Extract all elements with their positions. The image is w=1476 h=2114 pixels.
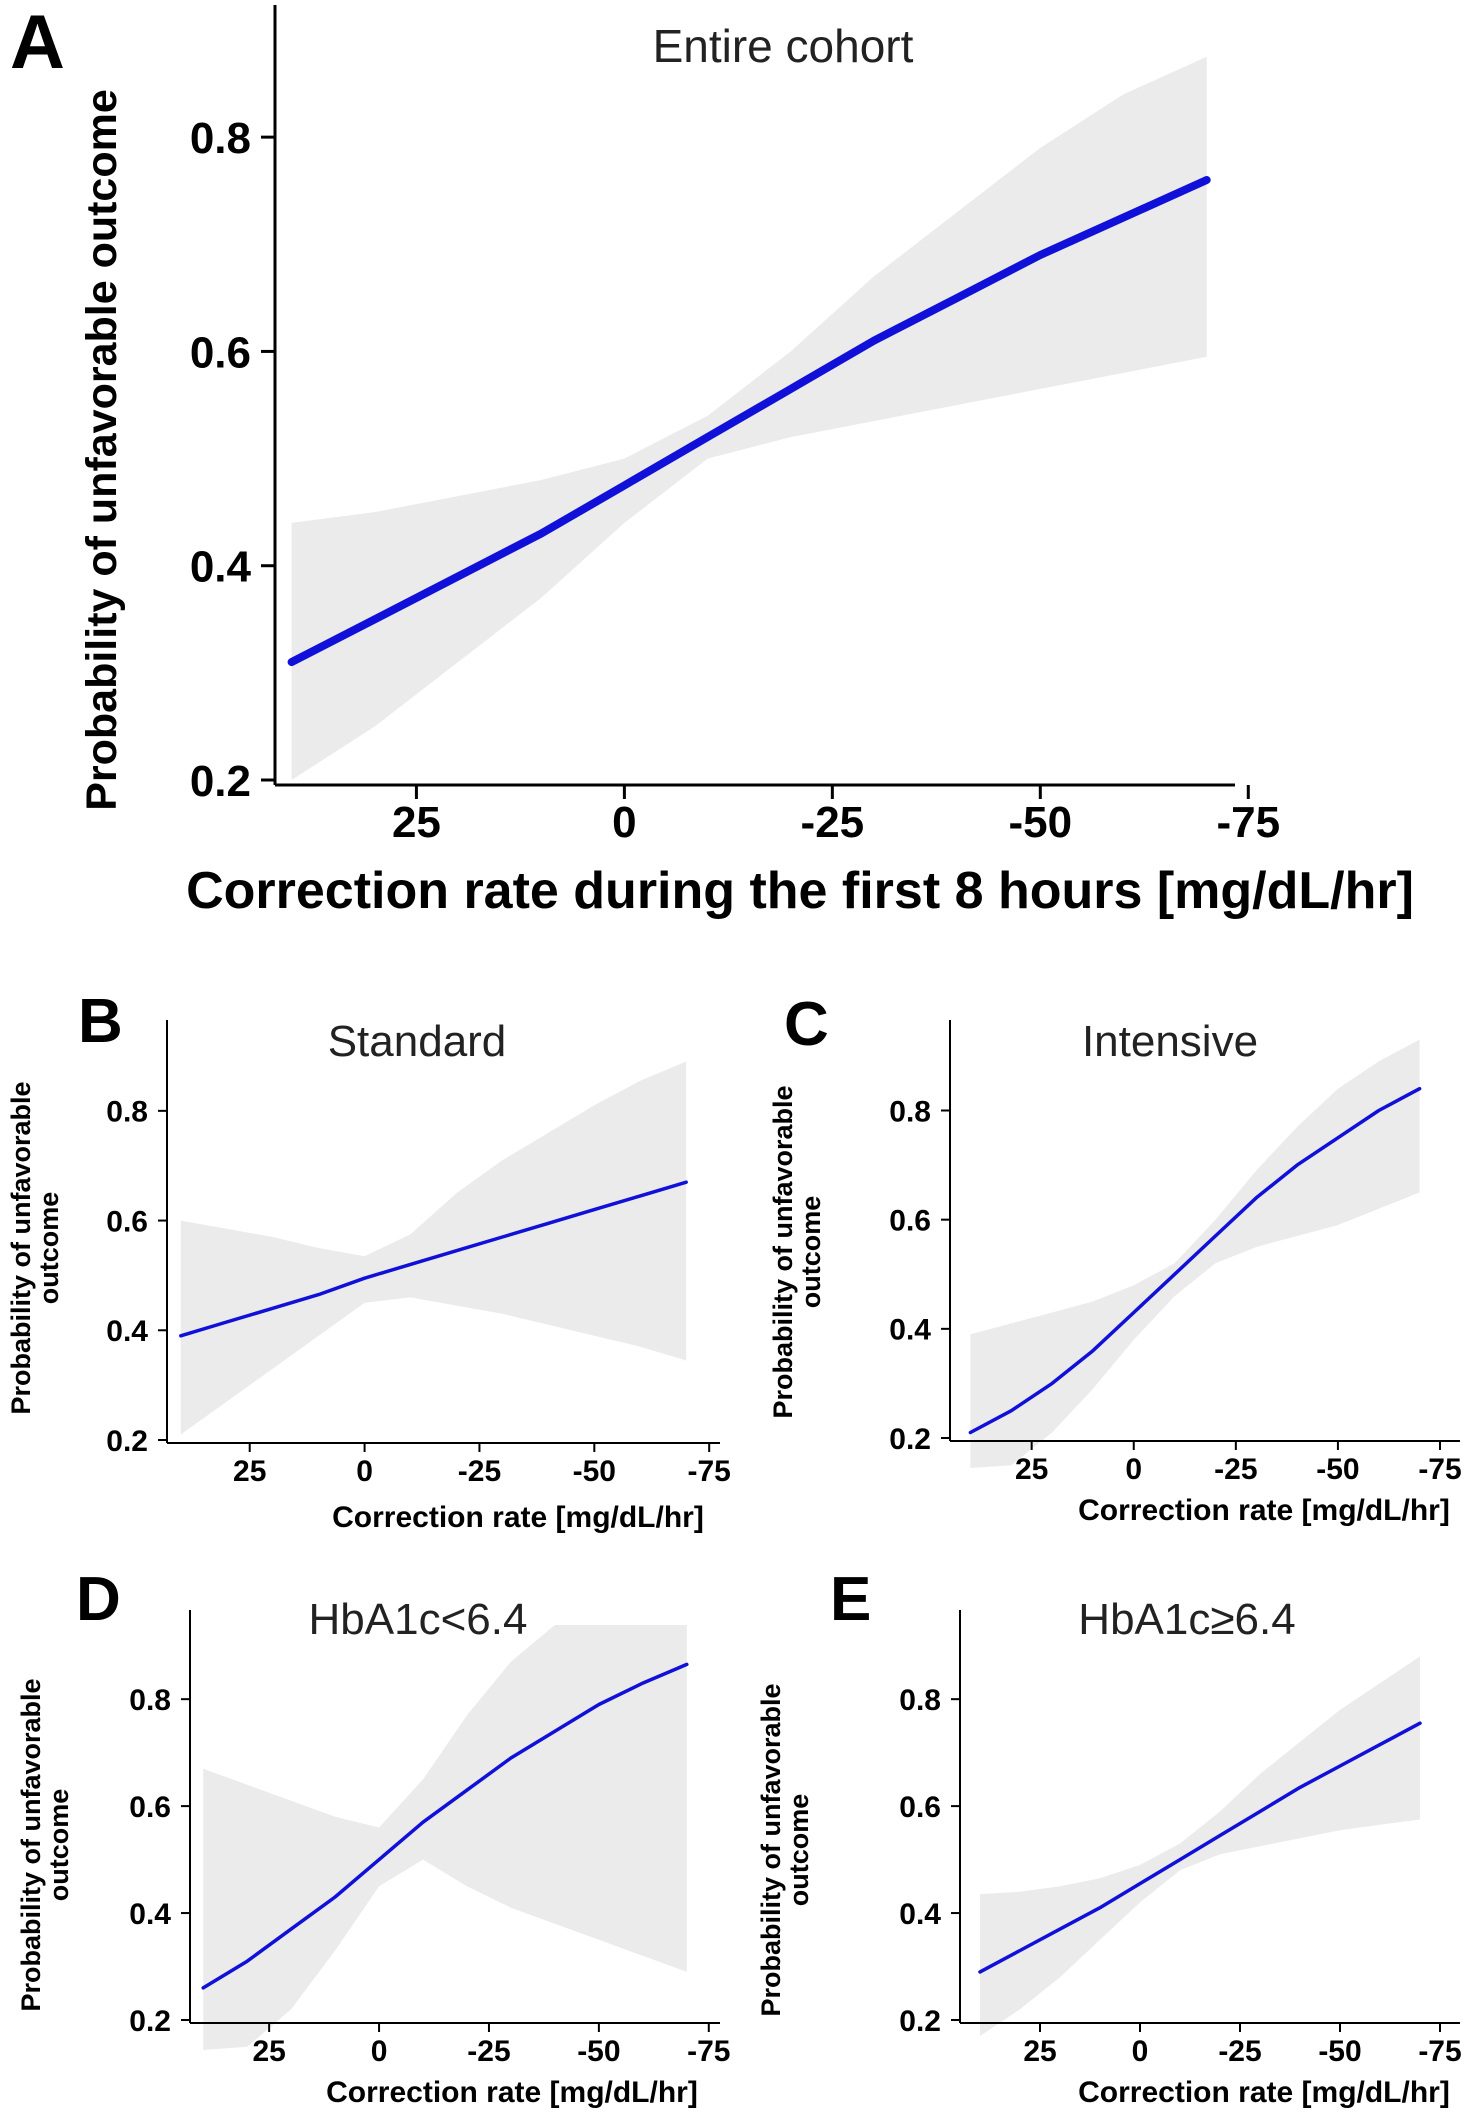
panel-d-y-tick-label: 0.8 [129, 1684, 171, 1717]
panel-b-x-tick-label: -25 [458, 1455, 501, 1488]
panel-b-fit-line [179, 1180, 688, 1338]
panel-e-x-tick-label: -50 [1318, 2035, 1361, 2068]
panel-e-fit-line [978, 1721, 1422, 1974]
panel-e-title: HbA1c≥6.4 [1078, 1595, 1295, 1644]
panel-a-x-tick-label: 25 [392, 798, 441, 847]
panel-d-x-tick-label: -25 [467, 2035, 510, 2068]
panel-c-y-tick-label: 0.8 [889, 1095, 931, 1128]
panel-b-x-tick-label: 25 [233, 1455, 266, 1488]
panel-c-x-tick-label: -25 [1214, 1453, 1257, 1486]
panel-c-y-axis-label-line-2: outcome [796, 1196, 826, 1309]
panel-c-x-tick-label: -50 [1316, 1453, 1359, 1486]
panel-d-plot: 0.2 0.4 0.6 0.8 25 0 -25 -50 -75 [129, 1610, 730, 2068]
panel-a-y-tick-label: 0.2 [190, 757, 251, 806]
panel-e-y-axis-label-line-2: outcome [784, 1794, 814, 1907]
panel-e: E HbA1c≥6.4 Probability of unfavorable o… [756, 1565, 1462, 2109]
panel-e-y-tick-label: 0.8 [899, 1684, 941, 1717]
panel-c-y-tick-label: 0.4 [889, 1314, 931, 1347]
panel-c-y-tick-label: 0.6 [889, 1204, 931, 1237]
panel-c-y-axis-label-line-1: Probability of unfavorable [768, 1085, 798, 1418]
panel-b-x-tick-label: -75 [688, 1455, 731, 1488]
panel-d-y-tick-label: 0.6 [129, 1791, 171, 1824]
panel-letter-b: B [78, 987, 123, 1056]
panel-a-y-tick-label: 0.6 [190, 328, 251, 377]
panel-c-x-tick-label: 0 [1125, 1453, 1142, 1486]
panel-e-x-tick-label: -25 [1218, 2035, 1261, 2068]
panel-d-y-axis-label: Probability of unfavorable outcome [16, 1678, 74, 2011]
panel-d-x-tick-label: 0 [371, 2035, 388, 2068]
panel-a-x-tick-label: 0 [612, 798, 636, 847]
panel-d: D HbA1c<6.4 Probability of unfavorable o… [16, 1565, 730, 2109]
panel-d-y-axis-label-line-1: Probability of unfavorable [16, 1678, 46, 2011]
panel-a-confidence-band [291, 56, 1207, 781]
panel-c-x-axis-label: Correction rate [mg/dL/hr] [1078, 1494, 1450, 1527]
panel-letter-c: C [784, 990, 829, 1059]
panel-letter-d: D [76, 1565, 121, 1634]
panel-c-title: Intensive [1082, 1017, 1258, 1066]
panel-a-title: Entire cohort [653, 20, 914, 72]
panel-e-y-tick-label: 0.4 [899, 1898, 941, 1931]
panel-a-x-tick-label: -75 [1216, 798, 1280, 847]
panel-e-x-tick-label: 0 [1132, 2035, 1149, 2068]
panel-d-x-axis-label: Correction rate [mg/dL/hr] [326, 2076, 698, 2109]
panel-letter-e: E [830, 1565, 871, 1634]
panel-d-x-tick-label: -50 [577, 2035, 620, 2068]
panel-e-x-tick-label: -75 [1418, 2035, 1461, 2068]
panel-c-plot: 0.2 0.4 0.6 0.8 25 0 -25 -50 -75 [889, 1020, 1462, 1486]
panel-c-x-tick-label: 25 [1015, 1453, 1048, 1486]
panel-d-y-axis-label-line-2: outcome [44, 1789, 74, 1902]
panel-b-x-tick-label: 0 [356, 1455, 373, 1488]
panel-c: C Intensive Probability of unfavorable o… [768, 990, 1462, 1527]
panel-a-x-tick-label: -25 [801, 798, 865, 847]
panel-a-x-tick-label: -50 [1009, 798, 1073, 847]
panel-b-confidence-band [180, 1061, 687, 1435]
panel-a-plot: 0.2 0.4 0.6 0.8 25 0 -25 -50 -75 [190, 5, 1280, 847]
panel-e-x-tick-label: 25 [1023, 2035, 1056, 2068]
panel-e-y-axis-label-line-1: Probability of unfavorable [756, 1683, 786, 2016]
panel-c-fit-line [968, 1086, 1422, 1435]
panel-a-y-tick-label: 0.8 [190, 114, 251, 163]
panel-a-y-tick-label: 0.4 [190, 543, 252, 592]
panel-b-y-tick-label: 0.6 [106, 1205, 148, 1238]
panel-b-y-axis-label: Probability of unfavorable outcome [6, 1081, 64, 1414]
panel-d-confidence-band [203, 1625, 687, 2050]
panel-d-x-tick-label: 25 [252, 2035, 285, 2068]
panel-e-plot: 0.2 0.4 0.6 0.8 25 0 -25 -50 -75 [899, 1610, 1462, 2068]
panel-b-x-tick-label: -50 [573, 1455, 616, 1488]
panel-d-y-tick-label: 0.4 [129, 1898, 171, 1931]
panel-a: A Entire cohort Probability of unfavorab… [10, 0, 1414, 920]
panel-b-y-tick-label: 0.2 [106, 1425, 148, 1458]
panel-e-y-tick-label: 0.6 [899, 1791, 941, 1824]
panel-b: B Standard Probability of unfavorable ou… [6, 987, 731, 1534]
panel-b-x-axis-label: Correction rate [mg/dL/hr] [332, 1501, 704, 1534]
panel-e-x-axis-label: Correction rate [mg/dL/hr] [1078, 2076, 1450, 2109]
panel-a-x-axis-label: Correction rate during the first 8 hours… [186, 862, 1414, 920]
panel-b-y-tick-label: 0.8 [106, 1096, 148, 1129]
panel-a-y-axis-label: Probability of unfavorable outcome [78, 89, 126, 811]
panel-d-y-tick-label: 0.2 [129, 2005, 171, 2038]
panel-e-y-axis-label: Probability of unfavorable outcome [756, 1683, 814, 2016]
panel-d-x-tick-label: -75 [687, 2035, 730, 2068]
panel-d-title: HbA1c<6.4 [309, 1595, 528, 1644]
panel-b-y-axis-label-line-2: outcome [34, 1192, 64, 1305]
panel-d-fit-line [201, 1662, 689, 1990]
panel-a-y-axis-label-line-1: Probability of unfavorable outcome [78, 89, 126, 811]
panel-a-fit-line [287, 176, 1211, 667]
panel-b-title: Standard [328, 1017, 507, 1066]
panel-c-y-axis-label: Probability of unfavorable outcome [768, 1085, 826, 1418]
panel-c-x-tick-label: -75 [1418, 1453, 1461, 1486]
panel-letter-a: A [10, 0, 65, 85]
panel-b-y-axis-label-line-1: Probability of unfavorable [6, 1081, 36, 1414]
panel-b-y-tick-label: 0.4 [106, 1315, 148, 1348]
panel-c-y-tick-label: 0.2 [889, 1423, 931, 1456]
panel-e-y-tick-label: 0.2 [899, 2005, 941, 2038]
panel-b-plot: 0.2 0.4 0.6 0.8 25 0 -25 -50 -75 [106, 1020, 731, 1488]
